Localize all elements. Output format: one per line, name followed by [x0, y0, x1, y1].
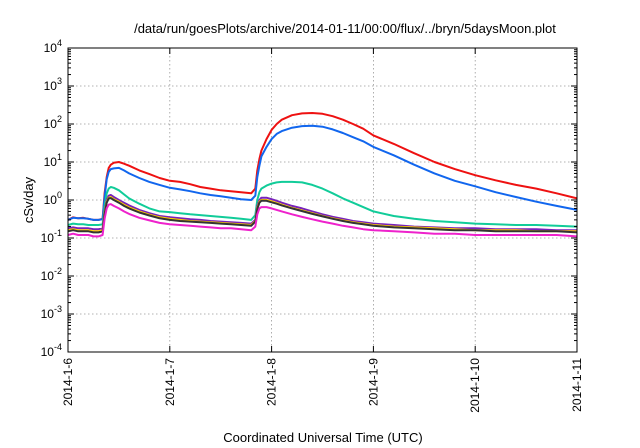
- series-group: [67, 112, 578, 238]
- chart-title: /data/run/goesPlots/archive/2014-01-11/0…: [134, 21, 556, 36]
- y-tick-label: 100: [44, 190, 62, 207]
- series-line-1: [67, 112, 578, 221]
- x-tick-label: 2014-1-10: [468, 358, 482, 413]
- y-axis-label: cSv/day: [21, 176, 36, 223]
- y-tick-label: 104: [44, 38, 62, 55]
- x-axis-label: Coordinated Universal Time (UTC): [223, 430, 422, 445]
- x-tick-label: 2014-1-6: [61, 358, 75, 406]
- x-tick-label: 2014-1-11: [570, 358, 584, 412]
- axis-ticks: [67, 47, 578, 353]
- y-tick-label: 10-2: [41, 266, 62, 283]
- x-tick-labels: 2014-1-6 2014-1-7 2014-1-8 2014-1-9 2014-1-1…: [61, 358, 584, 413]
- grid: [68, 48, 577, 352]
- y-tick-label: 103: [44, 76, 62, 93]
- y-tick-label: 10-1: [41, 228, 62, 245]
- y-tick-label: 10-3: [41, 304, 62, 321]
- series-line-6: [67, 197, 578, 234]
- x-tick-label: 2014-1-8: [265, 358, 279, 406]
- series-line-7: [67, 203, 578, 238]
- x-tick-label: 2014-1-7: [163, 358, 177, 406]
- y-tick-label: 102: [44, 114, 62, 131]
- series-line-2: [67, 124, 578, 221]
- series-line-3: [67, 180, 578, 228]
- y-tick-label: 101: [44, 152, 62, 169]
- x-tick-label: 2014-1-9: [366, 358, 380, 406]
- y-tick-labels: 10-4 10-3 10-2 10-1 100 101 102 103 104: [41, 38, 62, 359]
- y-tick-label: 10-4: [41, 342, 62, 359]
